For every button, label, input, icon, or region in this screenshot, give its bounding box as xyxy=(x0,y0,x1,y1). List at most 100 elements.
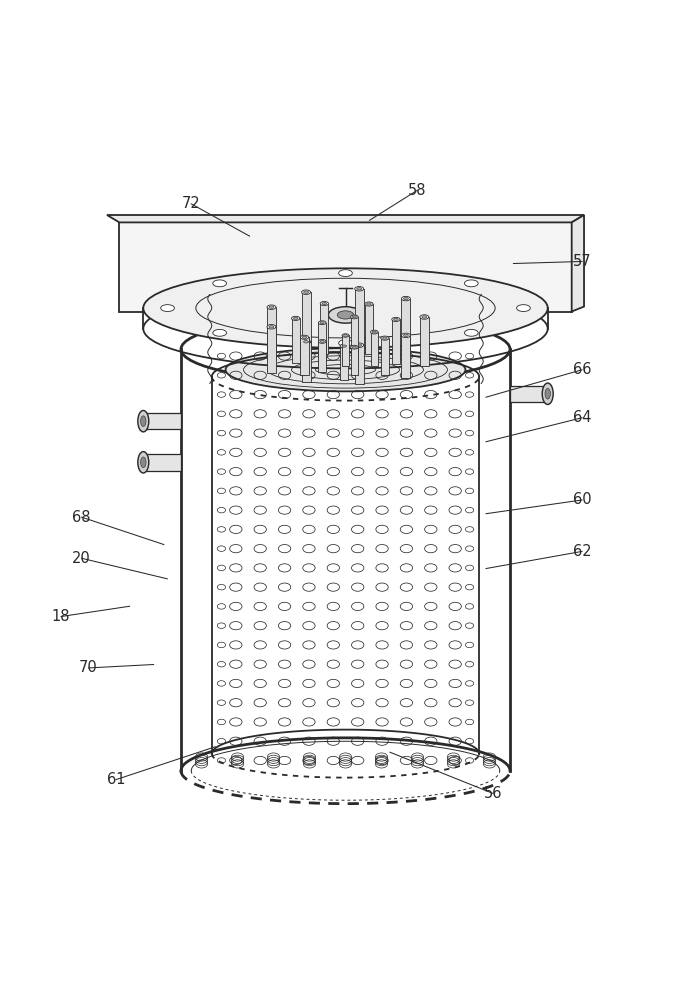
Text: 20: 20 xyxy=(73,551,91,566)
Text: 56: 56 xyxy=(484,786,502,801)
Polygon shape xyxy=(267,327,276,373)
Ellipse shape xyxy=(342,334,349,337)
Text: 61: 61 xyxy=(106,772,125,787)
Ellipse shape xyxy=(328,307,363,323)
Polygon shape xyxy=(267,307,276,360)
Text: 64: 64 xyxy=(573,410,591,425)
Polygon shape xyxy=(401,335,410,378)
Polygon shape xyxy=(420,317,429,366)
Polygon shape xyxy=(354,289,363,348)
Ellipse shape xyxy=(269,306,274,308)
Ellipse shape xyxy=(161,305,174,312)
Ellipse shape xyxy=(464,329,478,336)
Ellipse shape xyxy=(320,301,328,306)
Ellipse shape xyxy=(367,303,371,305)
Ellipse shape xyxy=(302,340,310,344)
Ellipse shape xyxy=(422,316,427,318)
Ellipse shape xyxy=(464,280,478,287)
Text: 68: 68 xyxy=(73,510,91,525)
Ellipse shape xyxy=(339,340,352,346)
Ellipse shape xyxy=(401,296,410,301)
Ellipse shape xyxy=(340,344,348,348)
Polygon shape xyxy=(320,304,328,354)
Ellipse shape xyxy=(381,336,389,340)
Ellipse shape xyxy=(339,270,352,277)
Text: 72: 72 xyxy=(182,196,200,211)
Ellipse shape xyxy=(545,388,551,399)
Ellipse shape xyxy=(337,311,354,319)
Polygon shape xyxy=(354,345,363,384)
Polygon shape xyxy=(302,292,310,350)
Polygon shape xyxy=(401,299,410,355)
Ellipse shape xyxy=(383,337,387,339)
Polygon shape xyxy=(107,215,584,222)
Text: 60: 60 xyxy=(573,492,591,508)
Ellipse shape xyxy=(319,321,326,325)
Polygon shape xyxy=(292,318,300,363)
Ellipse shape xyxy=(342,345,346,347)
Ellipse shape xyxy=(357,344,361,346)
Text: 57: 57 xyxy=(573,254,591,269)
Ellipse shape xyxy=(140,416,146,427)
Ellipse shape xyxy=(143,268,548,348)
Ellipse shape xyxy=(542,383,553,404)
Ellipse shape xyxy=(225,348,466,391)
Polygon shape xyxy=(510,386,548,402)
Ellipse shape xyxy=(372,331,377,333)
Ellipse shape xyxy=(301,335,309,339)
Text: 58: 58 xyxy=(408,183,427,198)
Polygon shape xyxy=(340,346,348,380)
Polygon shape xyxy=(301,337,309,375)
Text: 66: 66 xyxy=(573,362,591,377)
Ellipse shape xyxy=(357,288,361,290)
Ellipse shape xyxy=(303,341,309,343)
Text: 70: 70 xyxy=(79,660,98,675)
Ellipse shape xyxy=(404,334,408,337)
Text: 18: 18 xyxy=(52,609,70,624)
Ellipse shape xyxy=(213,329,227,336)
Polygon shape xyxy=(143,413,181,429)
Ellipse shape xyxy=(365,302,373,306)
Polygon shape xyxy=(319,323,326,361)
Ellipse shape xyxy=(269,326,274,328)
Polygon shape xyxy=(342,335,349,366)
Ellipse shape xyxy=(294,317,298,319)
Ellipse shape xyxy=(354,287,363,291)
Polygon shape xyxy=(302,342,310,382)
Polygon shape xyxy=(370,332,378,366)
Ellipse shape xyxy=(302,290,310,294)
Polygon shape xyxy=(392,319,400,364)
Ellipse shape xyxy=(267,325,276,329)
Ellipse shape xyxy=(302,336,307,338)
Polygon shape xyxy=(143,454,181,471)
Ellipse shape xyxy=(320,322,324,324)
Ellipse shape xyxy=(350,315,358,319)
Text: 62: 62 xyxy=(573,544,591,559)
Ellipse shape xyxy=(392,317,400,321)
Ellipse shape xyxy=(140,457,146,468)
Polygon shape xyxy=(350,347,358,375)
Ellipse shape xyxy=(350,345,358,349)
Polygon shape xyxy=(319,341,326,372)
Polygon shape xyxy=(350,317,358,358)
Ellipse shape xyxy=(352,346,357,348)
Ellipse shape xyxy=(394,318,398,321)
Ellipse shape xyxy=(320,340,324,342)
Ellipse shape xyxy=(213,280,227,287)
Polygon shape xyxy=(381,338,389,375)
Ellipse shape xyxy=(343,335,348,336)
Ellipse shape xyxy=(319,340,326,343)
Ellipse shape xyxy=(420,315,429,319)
Ellipse shape xyxy=(404,297,408,300)
Ellipse shape xyxy=(370,330,378,334)
Ellipse shape xyxy=(401,333,410,338)
Ellipse shape xyxy=(267,305,276,309)
Ellipse shape xyxy=(322,302,327,305)
Ellipse shape xyxy=(303,291,309,293)
Ellipse shape xyxy=(292,316,300,320)
Polygon shape xyxy=(365,304,373,354)
Ellipse shape xyxy=(138,410,149,432)
Polygon shape xyxy=(571,215,584,312)
Ellipse shape xyxy=(352,316,357,318)
Polygon shape xyxy=(120,222,571,312)
